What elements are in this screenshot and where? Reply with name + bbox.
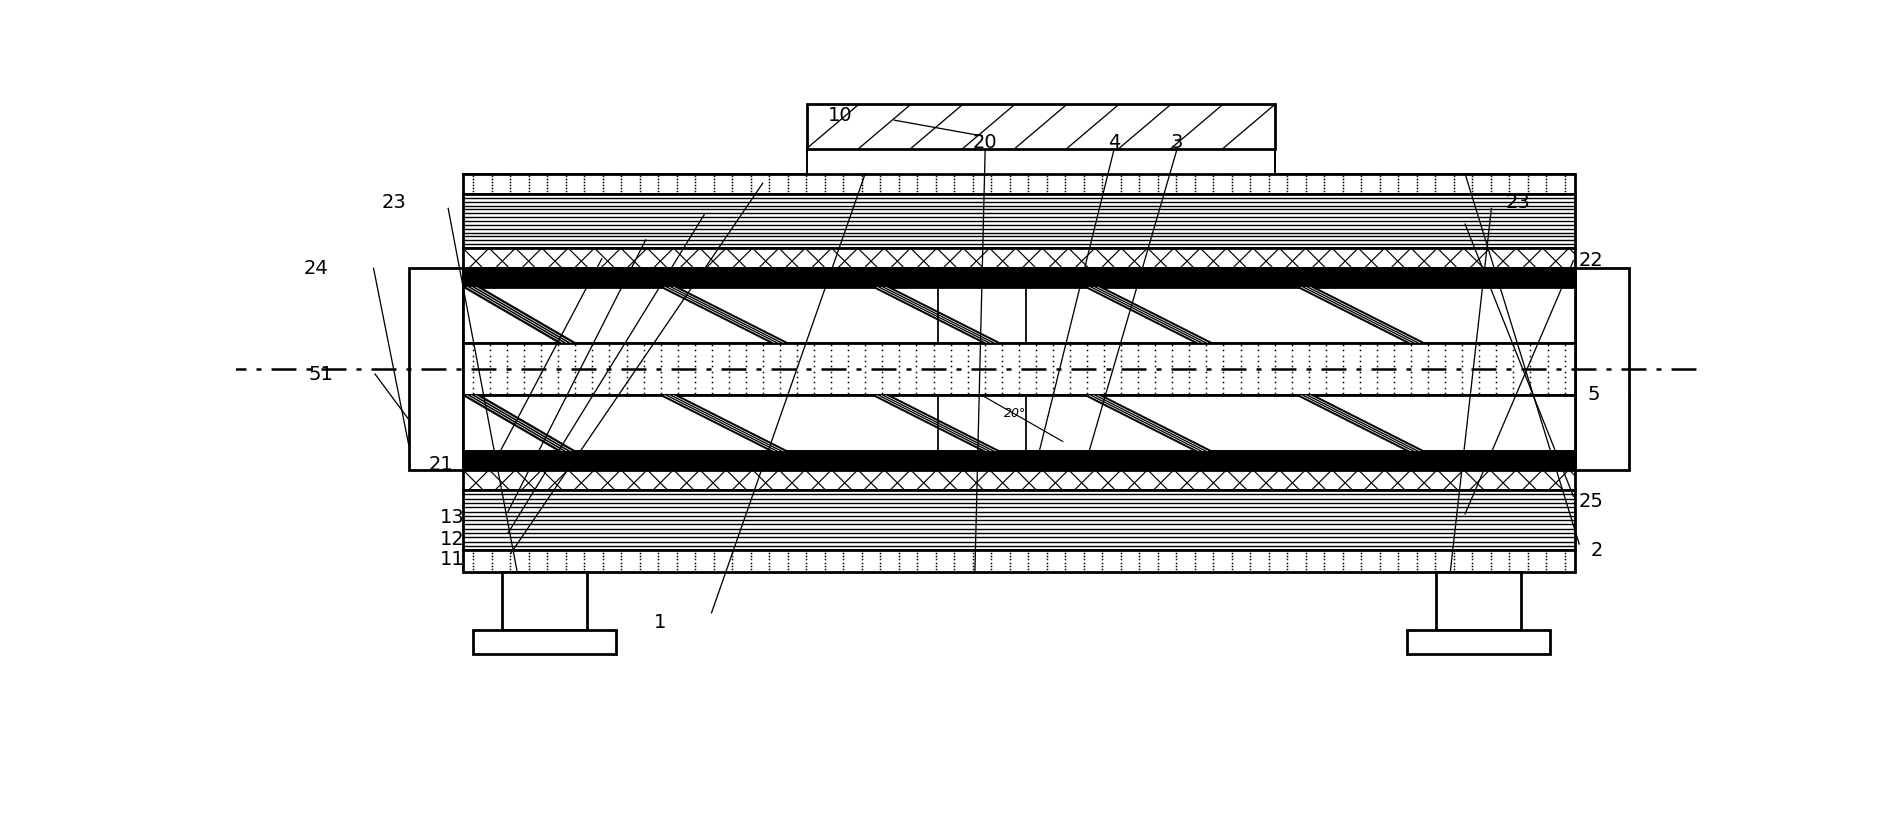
Bar <box>408 268 463 470</box>
Bar <box>463 490 1575 551</box>
Polygon shape <box>1297 395 1424 451</box>
Polygon shape <box>872 395 1001 451</box>
Polygon shape <box>1297 287 1424 343</box>
Text: 22: 22 <box>1578 251 1603 270</box>
Polygon shape <box>1086 287 1212 343</box>
Bar <box>474 631 615 654</box>
Polygon shape <box>661 395 787 451</box>
Bar <box>502 572 587 631</box>
Text: 20: 20 <box>972 133 997 152</box>
Text: 2: 2 <box>1590 541 1603 560</box>
Text: 10: 10 <box>829 106 853 125</box>
Bar <box>463 173 1575 194</box>
Bar <box>1407 631 1550 654</box>
Polygon shape <box>872 287 1001 343</box>
Text: 23: 23 <box>381 192 406 212</box>
Bar <box>463 248 1575 268</box>
Bar <box>463 551 1575 572</box>
Text: 13: 13 <box>440 507 464 527</box>
Text: 11: 11 <box>440 551 464 569</box>
Polygon shape <box>463 287 576 343</box>
Text: 5: 5 <box>1588 384 1601 404</box>
Polygon shape <box>661 287 787 343</box>
Bar <box>463 343 1575 395</box>
Text: 24: 24 <box>304 258 329 278</box>
Bar <box>463 268 1575 287</box>
Bar <box>463 395 1575 451</box>
Text: 25: 25 <box>1578 492 1603 510</box>
Text: 51: 51 <box>308 365 334 384</box>
Text: 3: 3 <box>1171 133 1184 152</box>
Bar <box>1575 268 1629 470</box>
Text: 4: 4 <box>1108 133 1120 152</box>
Text: 1: 1 <box>653 613 666 631</box>
Bar <box>463 287 1575 343</box>
Text: 20°: 20° <box>1004 407 1027 420</box>
Polygon shape <box>1086 395 1212 451</box>
Bar <box>806 105 1274 149</box>
Text: 23: 23 <box>1505 192 1529 212</box>
Polygon shape <box>463 395 576 451</box>
Bar <box>1437 572 1520 631</box>
Bar <box>463 451 1575 470</box>
Bar <box>463 470 1575 490</box>
Text: 12: 12 <box>440 529 464 549</box>
Text: 21: 21 <box>429 456 453 474</box>
Bar <box>463 194 1575 248</box>
